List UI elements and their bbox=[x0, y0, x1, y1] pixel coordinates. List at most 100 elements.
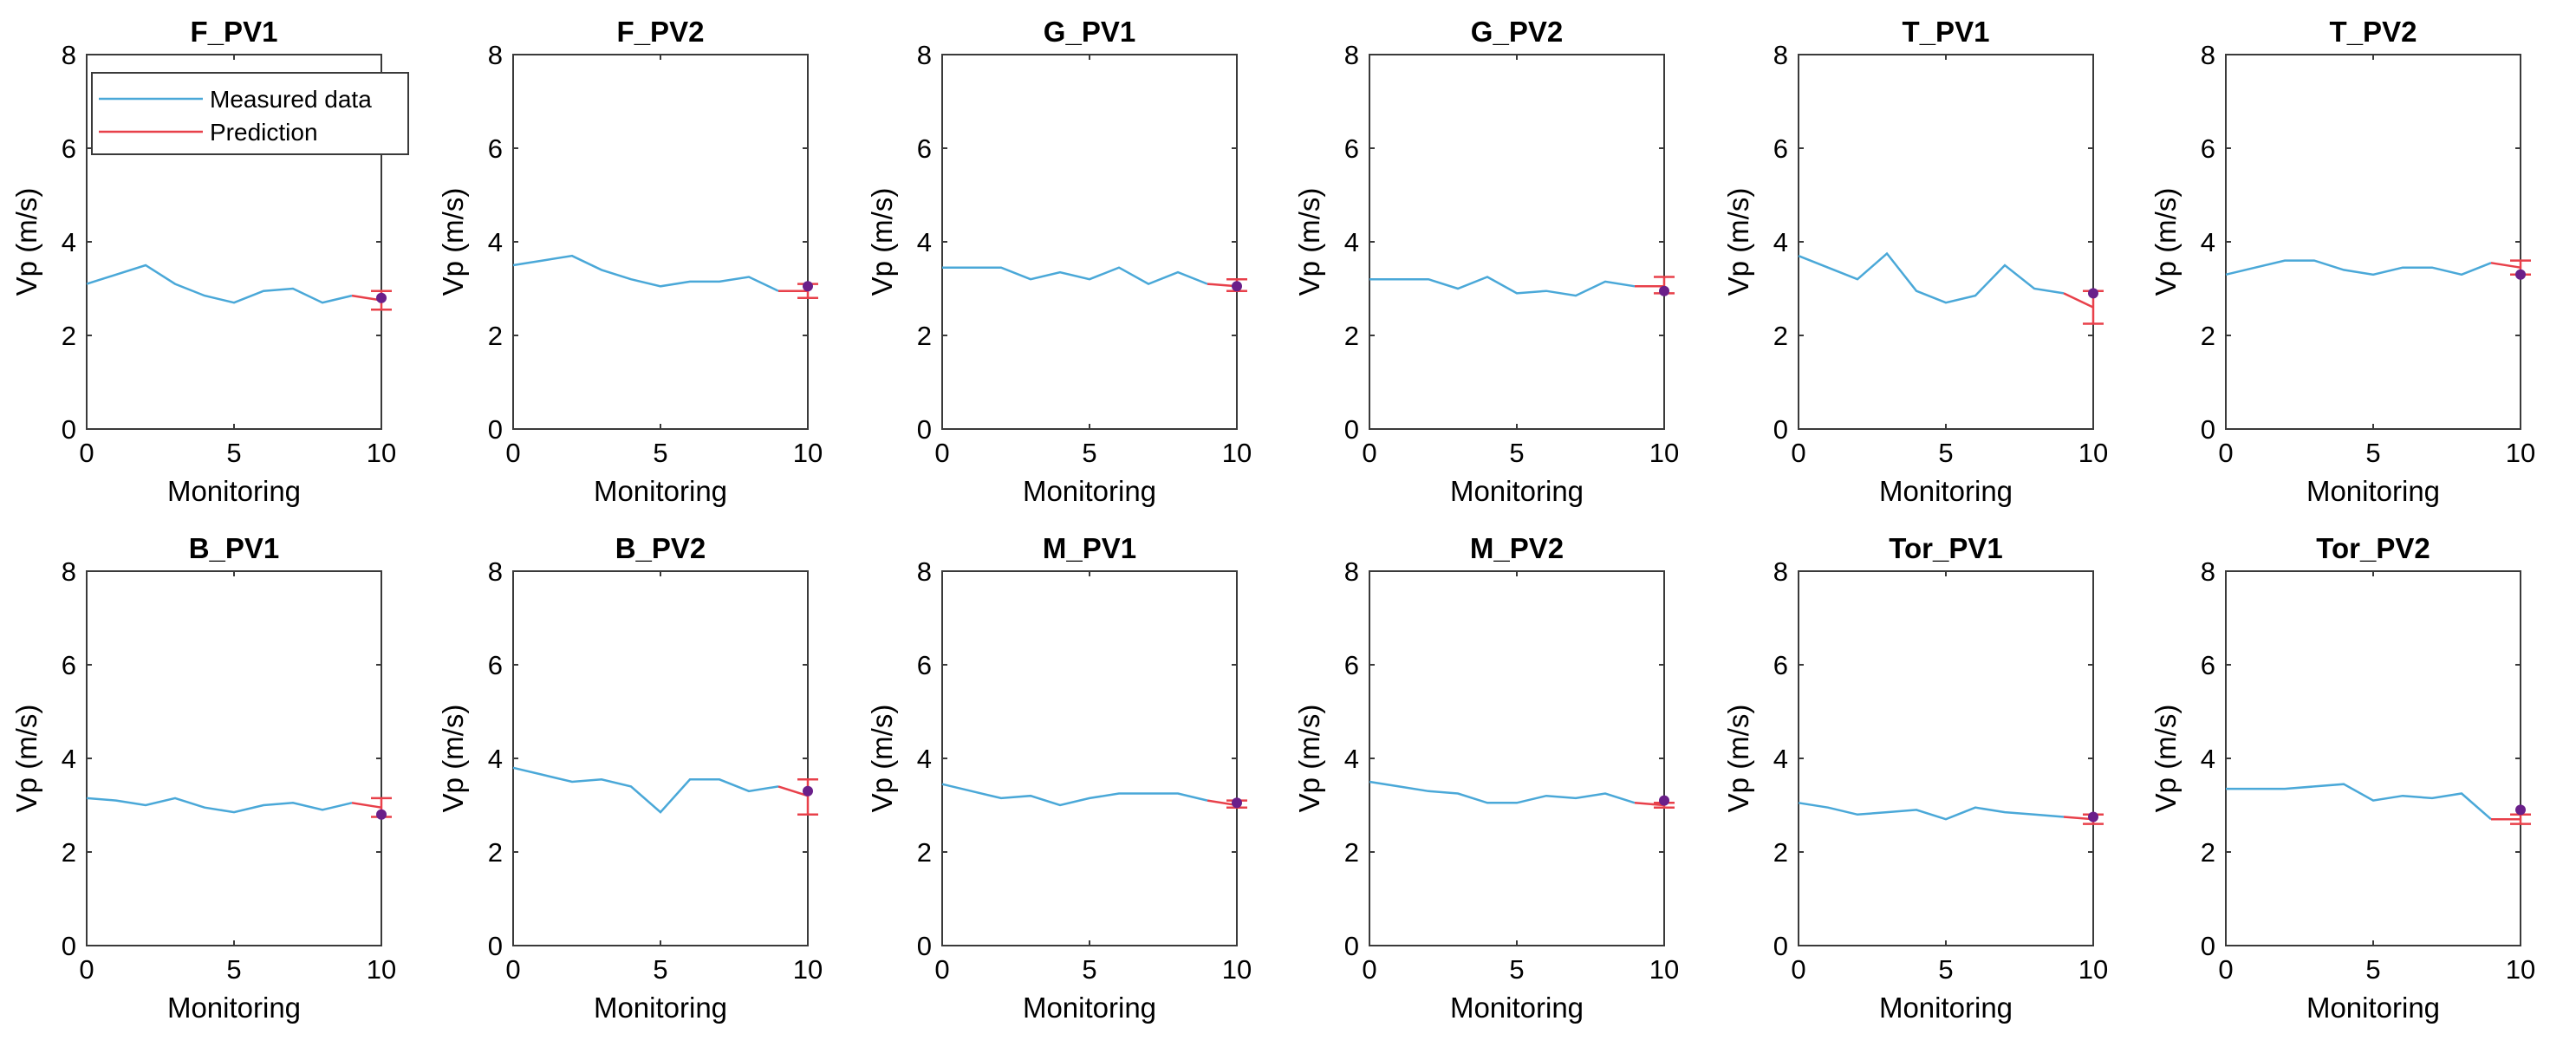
panel-t-pv1-title: T_PV1 bbox=[1903, 16, 1990, 48]
panel-t-pv1: T_PV1 0 2 4 6 8 0 5 10 Monitoring Vp (m/s) bbox=[1722, 16, 2108, 507]
y-tick-label: 8 bbox=[1344, 40, 1359, 70]
measured-series-line bbox=[512, 766, 779, 814]
observed-point bbox=[803, 785, 813, 797]
x-tick-label: 5 bbox=[226, 438, 241, 468]
panel-tor-pv2-xlabel: Monitoring bbox=[2306, 992, 2440, 1024]
y-tick-label: 6 bbox=[488, 650, 503, 680]
panel-t-pv1-ylabel: Vp (m/s) bbox=[1722, 188, 1754, 296]
measured-series-line bbox=[2226, 783, 2492, 821]
x-tick-label: 10 bbox=[2078, 954, 2108, 985]
prediction-series-line bbox=[2063, 292, 2094, 309]
x-tick-label: 0 bbox=[1362, 438, 1376, 468]
y-tick-label: 6 bbox=[917, 650, 932, 680]
x-tick-label: 0 bbox=[1791, 438, 1805, 468]
prediction-series-line bbox=[2063, 816, 2094, 821]
panel-g-pv1: G_PV1 0 2 4 6 8 0 5 10 Monitoring Vp (m/s) bbox=[866, 16, 1252, 507]
panel-g-pv1-axes-box bbox=[941, 54, 1238, 430]
y-tick-label: 4 bbox=[2201, 227, 2215, 257]
x-tick-label: 0 bbox=[934, 438, 949, 468]
y-tick-label: 6 bbox=[917, 133, 932, 164]
y-tick-label: 4 bbox=[917, 227, 932, 257]
x-tick-label: 5 bbox=[1938, 438, 1953, 468]
y-tick-label: 2 bbox=[488, 321, 503, 351]
y-tick-label: 0 bbox=[917, 414, 932, 445]
panel-g-pv1-ylabel: Vp (m/s) bbox=[866, 188, 898, 296]
measured-series-line bbox=[1798, 802, 2065, 821]
panel-f-pv1-xlabel: Monitoring bbox=[167, 475, 301, 507]
panel-b-pv2-title: B_PV2 bbox=[615, 532, 706, 564]
panel-f-pv2-ylabel: Vp (m/s) bbox=[437, 188, 469, 296]
y-tick-label: 0 bbox=[62, 414, 76, 445]
y-tick-label: 8 bbox=[2201, 556, 2215, 587]
y-tick-label: 0 bbox=[917, 931, 932, 961]
y-tick-label: 2 bbox=[2201, 837, 2215, 868]
x-tick-label: 5 bbox=[1082, 954, 1096, 985]
panel-b-pv1-xlabel: Monitoring bbox=[167, 992, 301, 1024]
panel-g-pv2-axes-box bbox=[1369, 54, 1665, 430]
y-tick-label: 4 bbox=[62, 744, 76, 774]
y-tick-label: 0 bbox=[2201, 931, 2215, 961]
panel-b-pv1-ylabel: Vp (m/s) bbox=[10, 705, 42, 813]
y-tick-label: 6 bbox=[2201, 650, 2215, 680]
y-tick-label: 0 bbox=[1344, 414, 1359, 445]
x-tick-label: 0 bbox=[505, 438, 520, 468]
x-tick-label: 0 bbox=[934, 954, 949, 985]
y-tick-label: 6 bbox=[488, 133, 503, 164]
y-tick-label: 0 bbox=[1773, 931, 1788, 961]
y-tick-label: 2 bbox=[1344, 837, 1359, 868]
panel-b-pv2: B_PV2 0 2 4 6 8 0 5 10 Monitoring Vp (m/s) bbox=[437, 532, 823, 1024]
measured-series-line bbox=[1369, 276, 1636, 297]
panel-m-pv1-ylabel: Vp (m/s) bbox=[866, 705, 898, 813]
y-tick-label: 4 bbox=[488, 227, 503, 257]
measured-series-line bbox=[512, 254, 779, 292]
legend-measured-label: Measured data bbox=[210, 86, 372, 113]
panel-t-pv2-ylabel: Vp (m/s) bbox=[2150, 188, 2182, 296]
y-tick-label: 0 bbox=[62, 931, 76, 961]
x-tick-label: 10 bbox=[367, 954, 396, 985]
y-tick-label: 0 bbox=[1773, 414, 1788, 445]
legend-prediction-label: Prediction bbox=[210, 119, 318, 146]
y-tick-label: 2 bbox=[1773, 837, 1788, 868]
panel-b-pv1: B_PV1 0 2 4 6 8 0 5 10 Monitoring Vp (m/s) bbox=[10, 532, 396, 1024]
y-tick-label: 4 bbox=[2201, 744, 2215, 774]
x-tick-label: 5 bbox=[2365, 438, 2380, 468]
x-tick-label: 0 bbox=[2218, 954, 2233, 985]
observed-point bbox=[1659, 285, 1669, 296]
y-tick-label: 4 bbox=[1344, 744, 1359, 774]
observed-point bbox=[2088, 288, 2098, 299]
panel-f-pv1-title: F_PV1 bbox=[191, 16, 278, 48]
x-tick-label: 10 bbox=[793, 438, 823, 468]
prediction-series-line bbox=[2490, 262, 2521, 269]
x-tick-label: 5 bbox=[1938, 954, 1953, 985]
panel-g-pv2: G_PV2 0 2 4 6 8 0 5 10 Monitoring Vp (m/s) bbox=[1293, 16, 1679, 507]
measured-series-line bbox=[2225, 259, 2492, 276]
panel-tor-pv1: Tor_PV1 0 2 4 6 8 0 5 10 Monitoring Vp (m/s) bbox=[1722, 532, 2108, 1024]
y-tick-label: 6 bbox=[1344, 133, 1359, 164]
x-tick-label: 10 bbox=[2078, 438, 2108, 468]
panel-g-pv2-title: G_PV2 bbox=[1471, 16, 1563, 48]
y-tick-label: 4 bbox=[1773, 227, 1788, 257]
panel-tor-pv2-axes-box bbox=[2225, 570, 2521, 946]
observed-point bbox=[2515, 804, 2526, 816]
panel-g-pv1-xlabel: Monitoring bbox=[1023, 475, 1156, 507]
x-tick-label: 0 bbox=[1362, 954, 1376, 985]
y-tick-label: 0 bbox=[1344, 931, 1359, 961]
measured-series-line bbox=[941, 783, 1208, 807]
panel-m-pv1: M_PV1 0 2 4 6 8 0 5 10 Monitoring Vp (m/s) bbox=[866, 532, 1252, 1024]
y-tick-label: 2 bbox=[488, 837, 503, 868]
y-tick-label: 6 bbox=[1773, 650, 1788, 680]
panel-b-pv1-title: B_PV1 bbox=[189, 532, 280, 564]
panel-f-pv2-axes-box bbox=[512, 54, 809, 430]
y-tick-label: 0 bbox=[488, 931, 503, 961]
measured-series-line bbox=[1369, 780, 1636, 804]
panel-t-pv1-xlabel: Monitoring bbox=[1879, 475, 2013, 507]
prediction-series-line bbox=[777, 785, 809, 797]
y-tick-label: 2 bbox=[2201, 321, 2215, 351]
observed-point bbox=[376, 809, 387, 820]
x-tick-label: 0 bbox=[79, 954, 94, 985]
y-tick-label: 8 bbox=[2201, 40, 2215, 70]
x-tick-label: 5 bbox=[2365, 954, 2380, 985]
x-tick-label: 10 bbox=[2506, 438, 2535, 468]
x-tick-label: 5 bbox=[1509, 438, 1524, 468]
y-tick-label: 8 bbox=[62, 556, 76, 587]
